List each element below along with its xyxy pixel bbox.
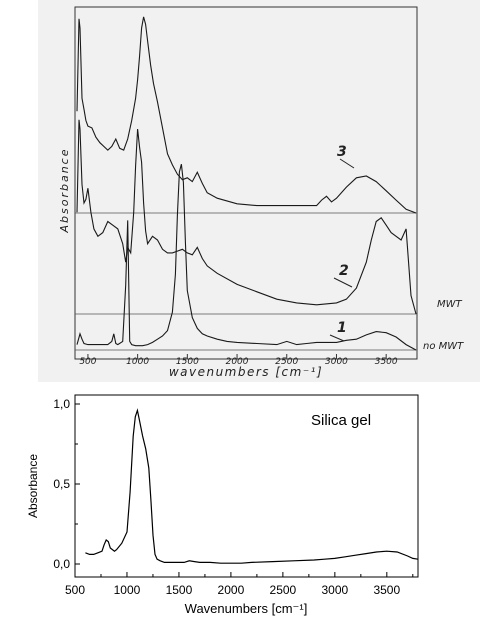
top-curve-labels-group: 3 2 1 [329,144,355,342]
top-x-tick-label: 3500 [375,357,398,367]
top-chart-panel [38,0,480,382]
bottom-x-tick-label: 3000 [321,583,348,597]
curve-label-leader-1 [329,334,345,342]
bottom-x-tick-label: 1500 [166,583,193,597]
top-plot-frame [74,6,418,360]
top-x-tick-label: 2000 [226,357,249,367]
bottom-curves-group [85,408,419,564]
baseline-label-mwt: MWT [437,299,463,310]
bottom-silica-gel-chart: 500 1000 1500 2000 2500 3000 3500 0,0 0,5 1,0 Si… [26,394,419,616]
bottom-x-tick-label: 2500 [270,583,297,597]
bottom-y-axis-label: Absorbance [26,454,40,518]
bottom-x-axis-label: Wavenumbers [cm⁻¹] [185,601,308,616]
bottom-x-tick-label: 2000 [218,583,245,597]
bottom-x-tick-label: 1000 [114,583,141,597]
curve-label-leader-3 [339,158,355,169]
curve-label-leader-2 [333,277,353,288]
curve-label-2: 2 [339,263,349,279]
top-ir-spectrum-chart: 500 1000 1500 2000 2500 3000 3500 3 2 1 MWT no M… [58,6,464,379]
bottom-y-tick-label: 0,0 [53,557,70,571]
curve-label-1: 1 [337,320,347,336]
bottom-x-tick-label: 3500 [373,583,400,597]
bottom-plot-frame [74,394,419,578]
bottom-x-ticks-group: 500 1000 1500 2000 2500 3000 3500 [65,572,414,597]
top-x-tick-label: 1000 [126,357,149,367]
bottom-y-tick-label: 1,0 [53,397,70,411]
top-y-axis-label: Absorbance [58,147,71,233]
top-x-tick-label: 2500 [275,357,298,367]
curve-label-3: 3 [337,144,347,160]
spectrum-curve-3 [76,16,417,214]
silica-gel-spectrum-line [85,408,419,564]
top-x-axis-label: wavenumbers [cm⁻¹] [169,365,323,379]
top-x-tick-label: 3000 [325,357,348,367]
bottom-y-ticks-group: 0,0 0,5 1,0 [53,397,80,571]
top-curves-group [76,16,417,351]
baseline-label-no-mwt: no MWT [423,341,464,352]
bottom-x-tick-label: 500 [65,583,85,597]
spectrum-curve-2 [76,119,417,315]
top-x-tick-label: 1500 [176,357,199,367]
silica-gel-annotation: Silica gel [311,412,371,429]
top-x-tick-label: 500 [79,357,96,367]
bottom-y-tick-label: 0,5 [53,477,70,491]
spectrum-curve-1 [76,164,417,351]
top-x-ticks-group: 500 1000 1500 2000 2500 3000 3500 [79,354,398,367]
